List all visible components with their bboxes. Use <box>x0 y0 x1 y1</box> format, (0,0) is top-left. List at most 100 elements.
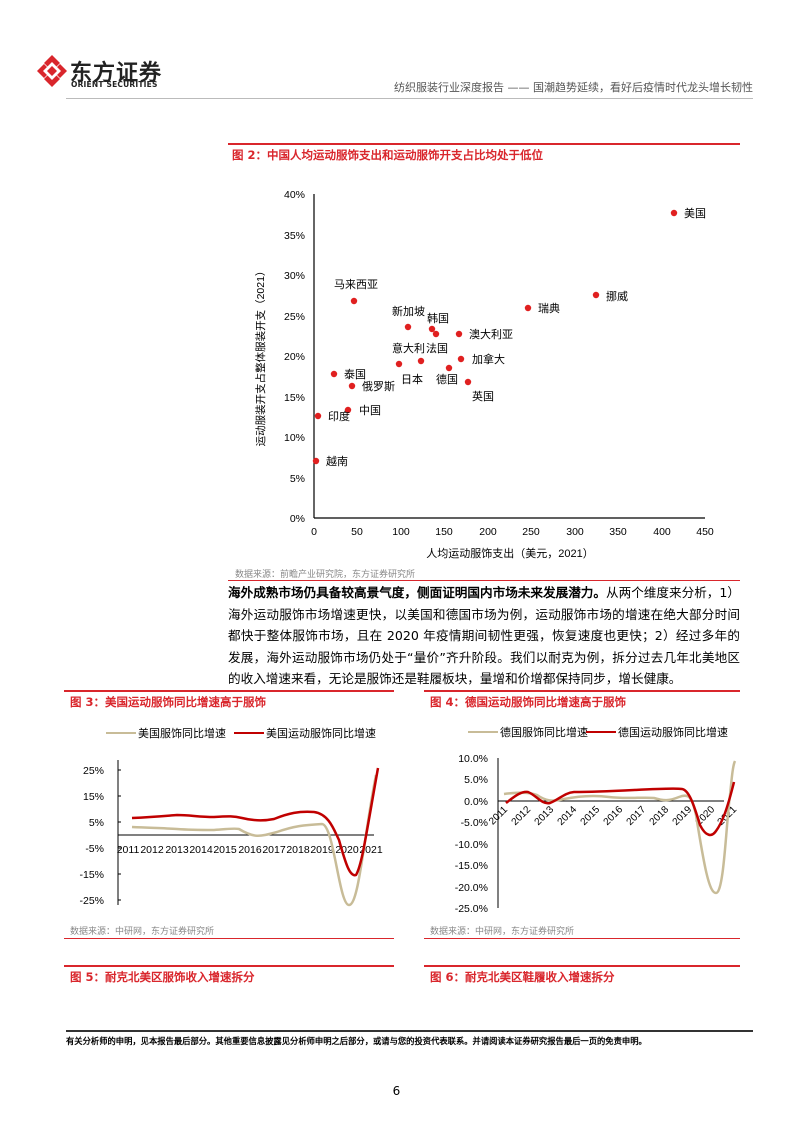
report-title: 纺织服装行业深度报告 —— 国潮趋势延续，看好后疫情时代龙头增长韧性 <box>394 81 753 94</box>
svg-text:泰国: 泰国 <box>344 367 366 381</box>
figure5-title: 图 5：耐克北美区服饰收入增速拆分 <box>70 970 255 984</box>
figure2-source: 数据来源：前瞻产业研究院，东方证券研究所 <box>235 570 416 580</box>
svg-text:2015: 2015 <box>579 804 603 828</box>
figure3-bottom-rule <box>64 938 394 939</box>
figure4-source: 数据来源：中研网，东方证券研究所 <box>430 927 575 937</box>
svg-text:15%: 15% <box>83 791 104 803</box>
svg-text:2020: 2020 <box>335 844 359 856</box>
svg-text:-20.0%: -20.0% <box>455 882 488 894</box>
svg-text:15%: 15% <box>284 392 305 404</box>
svg-text:150: 150 <box>435 526 453 538</box>
svg-text:2014: 2014 <box>189 844 213 856</box>
figure4-title: 图 4：德国运动服饰同比增速高于服饰 <box>430 695 627 709</box>
svg-text:2016: 2016 <box>238 844 262 856</box>
svg-text:2014: 2014 <box>556 804 580 828</box>
svg-text:200: 200 <box>479 526 497 538</box>
svg-text:-25.0%: -25.0% <box>455 903 488 915</box>
figure6-top-rule <box>424 965 740 967</box>
svg-text:0%: 0% <box>290 513 305 525</box>
svg-text:韩国: 韩国 <box>427 311 449 325</box>
svg-text:马来西亚: 马来西亚 <box>334 278 378 291</box>
svg-text:2015: 2015 <box>213 844 237 856</box>
figure2-title: 图 2：中国人均运动服饰支出和运动服饰开支占比均处于低位 <box>232 148 544 162</box>
svg-text:-5.0%: -5.0% <box>461 817 488 829</box>
logo-icon <box>37 55 67 87</box>
svg-text:2011: 2011 <box>487 804 510 827</box>
svg-text:2013: 2013 <box>533 804 557 828</box>
svg-text:英国: 英国 <box>472 389 494 403</box>
figure2-bottom-rule <box>228 580 740 581</box>
svg-text:法国: 法国 <box>426 341 448 355</box>
svg-text:25%: 25% <box>83 765 104 777</box>
svg-text:意大利: 意大利 <box>392 341 425 355</box>
svg-text:美国: 美国 <box>684 207 706 220</box>
svg-text:瑞典: 瑞典 <box>538 301 560 315</box>
svg-text:0: 0 <box>311 526 317 538</box>
figure3-title: 图 3：美国运动服饰同比增速高于服饰 <box>70 695 267 709</box>
svg-text:俄罗斯: 俄罗斯 <box>362 380 395 393</box>
svg-text:德国: 德国 <box>436 372 458 386</box>
figure4-line-chart: 德国服饰同比增速 德国运动服饰同比增速 10.0% 5.0% 0.0% -5.0… <box>455 725 740 915</box>
svg-text:25%: 25% <box>284 311 305 323</box>
svg-text:30%: 30% <box>284 270 305 282</box>
svg-text:350: 350 <box>609 526 627 538</box>
figure4-bottom-rule <box>424 938 740 939</box>
logo-text-en: ORIENT SECURITIES <box>71 80 158 89</box>
svg-text:日本: 日本 <box>401 372 423 386</box>
footer-disclaimer: 有关分析师的申明，见本报告最后部分。其他重要信息披露见分析师申明之后部分，或请与… <box>66 1036 647 1046</box>
figure3-line-chart: 美国服饰同比增速 美国运动服饰同比增速 25% 15% 5% -5% -15% … <box>79 726 382 907</box>
svg-text:-25%: -25% <box>79 895 104 907</box>
svg-text:运动服装开支占整体服装开支（2021）: 运动服装开支占整体服装开支（2021） <box>254 266 267 447</box>
svg-text:300: 300 <box>566 526 584 538</box>
figure4-top-rule <box>424 690 740 692</box>
svg-text:20%: 20% <box>284 351 305 363</box>
svg-text:2012: 2012 <box>140 844 164 856</box>
figure2-top-rule <box>228 143 740 145</box>
svg-text:2017: 2017 <box>262 844 286 856</box>
svg-text:-10.0%: -10.0% <box>455 839 488 851</box>
page-number: 6 <box>392 1084 401 1098</box>
svg-text:10.0%: 10.0% <box>458 753 488 765</box>
svg-text:0.0%: 0.0% <box>464 796 488 808</box>
header-divider <box>66 98 753 99</box>
svg-text:5.0%: 5.0% <box>464 774 488 786</box>
svg-text:-5%: -5% <box>85 843 104 855</box>
body-bold-lead: 海外成熟市场仍具备较高景气度，侧面证明国内市场未来发展潜力。 <box>228 585 606 600</box>
figure3-top-rule <box>64 690 394 692</box>
svg-text:5%: 5% <box>290 473 305 485</box>
svg-text:-15.0%: -15.0% <box>455 860 488 872</box>
svg-text:35%: 35% <box>284 230 305 242</box>
svg-text:2019: 2019 <box>310 844 334 856</box>
svg-text:美国运动服饰同比增速: 美国运动服饰同比增速 <box>266 726 376 740</box>
svg-text:德国服饰同比增速: 德国服饰同比增速 <box>500 725 588 739</box>
svg-text:2019: 2019 <box>671 804 695 828</box>
svg-text:挪威: 挪威 <box>606 289 628 303</box>
svg-text:50: 50 <box>351 526 363 538</box>
body-paragraph: 海外成熟市场仍具备较高景气度，侧面证明国内市场未来发展潜力。从两个维度来分析，1… <box>228 582 740 690</box>
svg-text:新加坡: 新加坡 <box>392 304 425 318</box>
svg-text:2013: 2013 <box>165 844 189 856</box>
svg-text:100: 100 <box>392 526 410 538</box>
svg-text:2016: 2016 <box>602 804 626 828</box>
svg-text:2018: 2018 <box>648 804 672 828</box>
svg-text:40%: 40% <box>284 189 305 201</box>
footer-divider <box>66 1030 753 1032</box>
svg-text:5%: 5% <box>89 817 104 829</box>
figure3-source: 数据来源：中研网，东方证券研究所 <box>70 927 215 937</box>
logo-text-cn: 东方证券 <box>70 61 163 86</box>
svg-text:2017: 2017 <box>625 804 649 828</box>
svg-text:250: 250 <box>522 526 540 538</box>
svg-text:450: 450 <box>696 526 714 538</box>
svg-text:印度: 印度 <box>328 409 350 423</box>
figure5-top-rule <box>64 965 394 967</box>
svg-text:400: 400 <box>653 526 671 538</box>
svg-text:-15%: -15% <box>79 869 104 881</box>
svg-text:2011: 2011 <box>117 844 140 856</box>
svg-text:10%: 10% <box>284 432 305 444</box>
svg-text:美国服饰同比增速: 美国服饰同比增速 <box>138 726 226 740</box>
svg-text:2012: 2012 <box>510 804 534 828</box>
body-text: 从两个维度来分析，1）海外运动服饰市场增速更快，以美国和德国市场为例，运动服饰市… <box>228 585 741 686</box>
svg-text:越南: 越南 <box>326 454 348 468</box>
svg-text:加拿大: 加拿大 <box>472 352 505 366</box>
svg-text:人均运动服饰支出（美元，2021）: 人均运动服饰支出（美元，2021） <box>426 546 593 560</box>
